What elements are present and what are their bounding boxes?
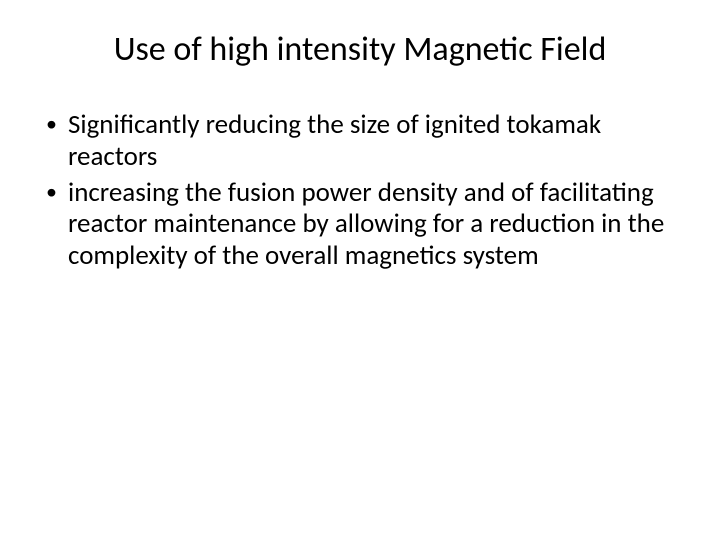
slide: Use of high intensity Magnetic Field Sig… (0, 0, 720, 540)
list-item: Significantly reducing the size of ignit… (42, 109, 674, 173)
bullet-list: Significantly reducing the size of ignit… (40, 109, 680, 272)
list-item: increasing the fusion power density and … (42, 177, 674, 273)
slide-title: Use of high intensity Magnetic Field (40, 30, 680, 71)
